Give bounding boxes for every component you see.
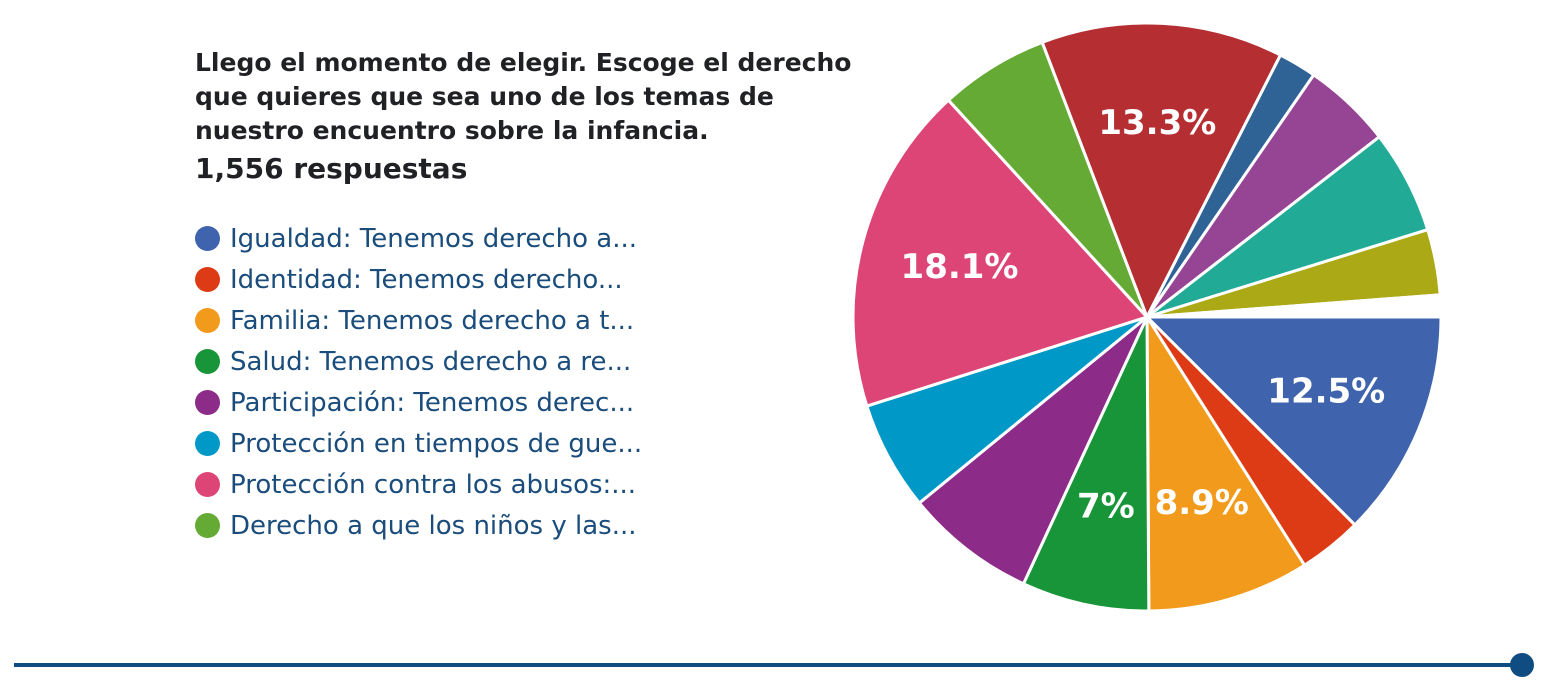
pie-slice-3[interactable] <box>1021 316 1151 613</box>
slice-data-label: 8.9% <box>1155 483 1249 523</box>
pie-slice-6[interactable] <box>851 98 1150 408</box>
legend-item[interactable]: Identidad: Tenemos derecho... <box>195 259 642 300</box>
pie-slice-8[interactable] <box>1040 21 1283 321</box>
slice-data-label: 18.1% <box>901 247 1019 287</box>
slice-data-label: 12.5% <box>1267 371 1385 411</box>
legend: Igualdad: Tenemos derecho a... Identidad… <box>195 218 642 546</box>
legend-dot <box>195 390 220 415</box>
slice-data-label: 13.3% <box>1098 103 1216 143</box>
legend-label: Derecho a que los niños y las... <box>230 510 637 541</box>
chart-title: Llego el momento de elegir. Escoge el de… <box>195 48 852 145</box>
divider-end-dot <box>1510 653 1534 677</box>
slice-data-label: 7% <box>1077 487 1135 527</box>
legend-label: Familia: Tenemos derecho a t... <box>230 305 635 336</box>
legend-dot <box>195 267 220 292</box>
legend-dot <box>195 431 220 456</box>
pie-slice-0[interactable] <box>1143 315 1443 528</box>
legend-item[interactable]: Igualdad: Tenemos derecho a... <box>195 218 642 259</box>
pie-slice-2[interactable] <box>1145 311 1307 613</box>
legend-dot <box>195 308 220 333</box>
legend-item[interactable]: Protección en tiempos de gue... <box>195 423 642 464</box>
legend-item[interactable]: Familia: Tenemos derecho a t... <box>195 300 642 341</box>
legend-item[interactable]: Derecho a que los niños y las... <box>195 505 642 546</box>
legend-label: Protección en tiempos de gue... <box>230 428 643 459</box>
legend-item[interactable]: Participación: Tenemos derec... <box>195 382 642 423</box>
response-count: 1,556 respuestas <box>195 152 468 185</box>
legend-label: Identidad: Tenemos derecho... <box>230 264 623 295</box>
legend-dot <box>195 349 220 374</box>
pie-slice-4[interactable] <box>917 315 1149 586</box>
legend-item[interactable]: Protección contra los abusos:... <box>195 464 642 505</box>
legend-item[interactable]: Salud: Tenemos derecho a re... <box>195 341 642 382</box>
legend-label: Participación: Tenemos derec... <box>230 387 635 418</box>
legend-dot <box>195 472 220 497</box>
legend-label: Protección contra los abusos:... <box>230 469 637 500</box>
bottom-divider <box>14 663 1524 667</box>
legend-label: Igualdad: Tenemos derecho a... <box>230 223 638 254</box>
pie-slice-13[interactable] <box>1146 293 1443 319</box>
legend-label: Salud: Tenemos derecho a re... <box>230 346 632 377</box>
legend-dot <box>195 513 220 538</box>
legend-dot <box>195 226 220 251</box>
